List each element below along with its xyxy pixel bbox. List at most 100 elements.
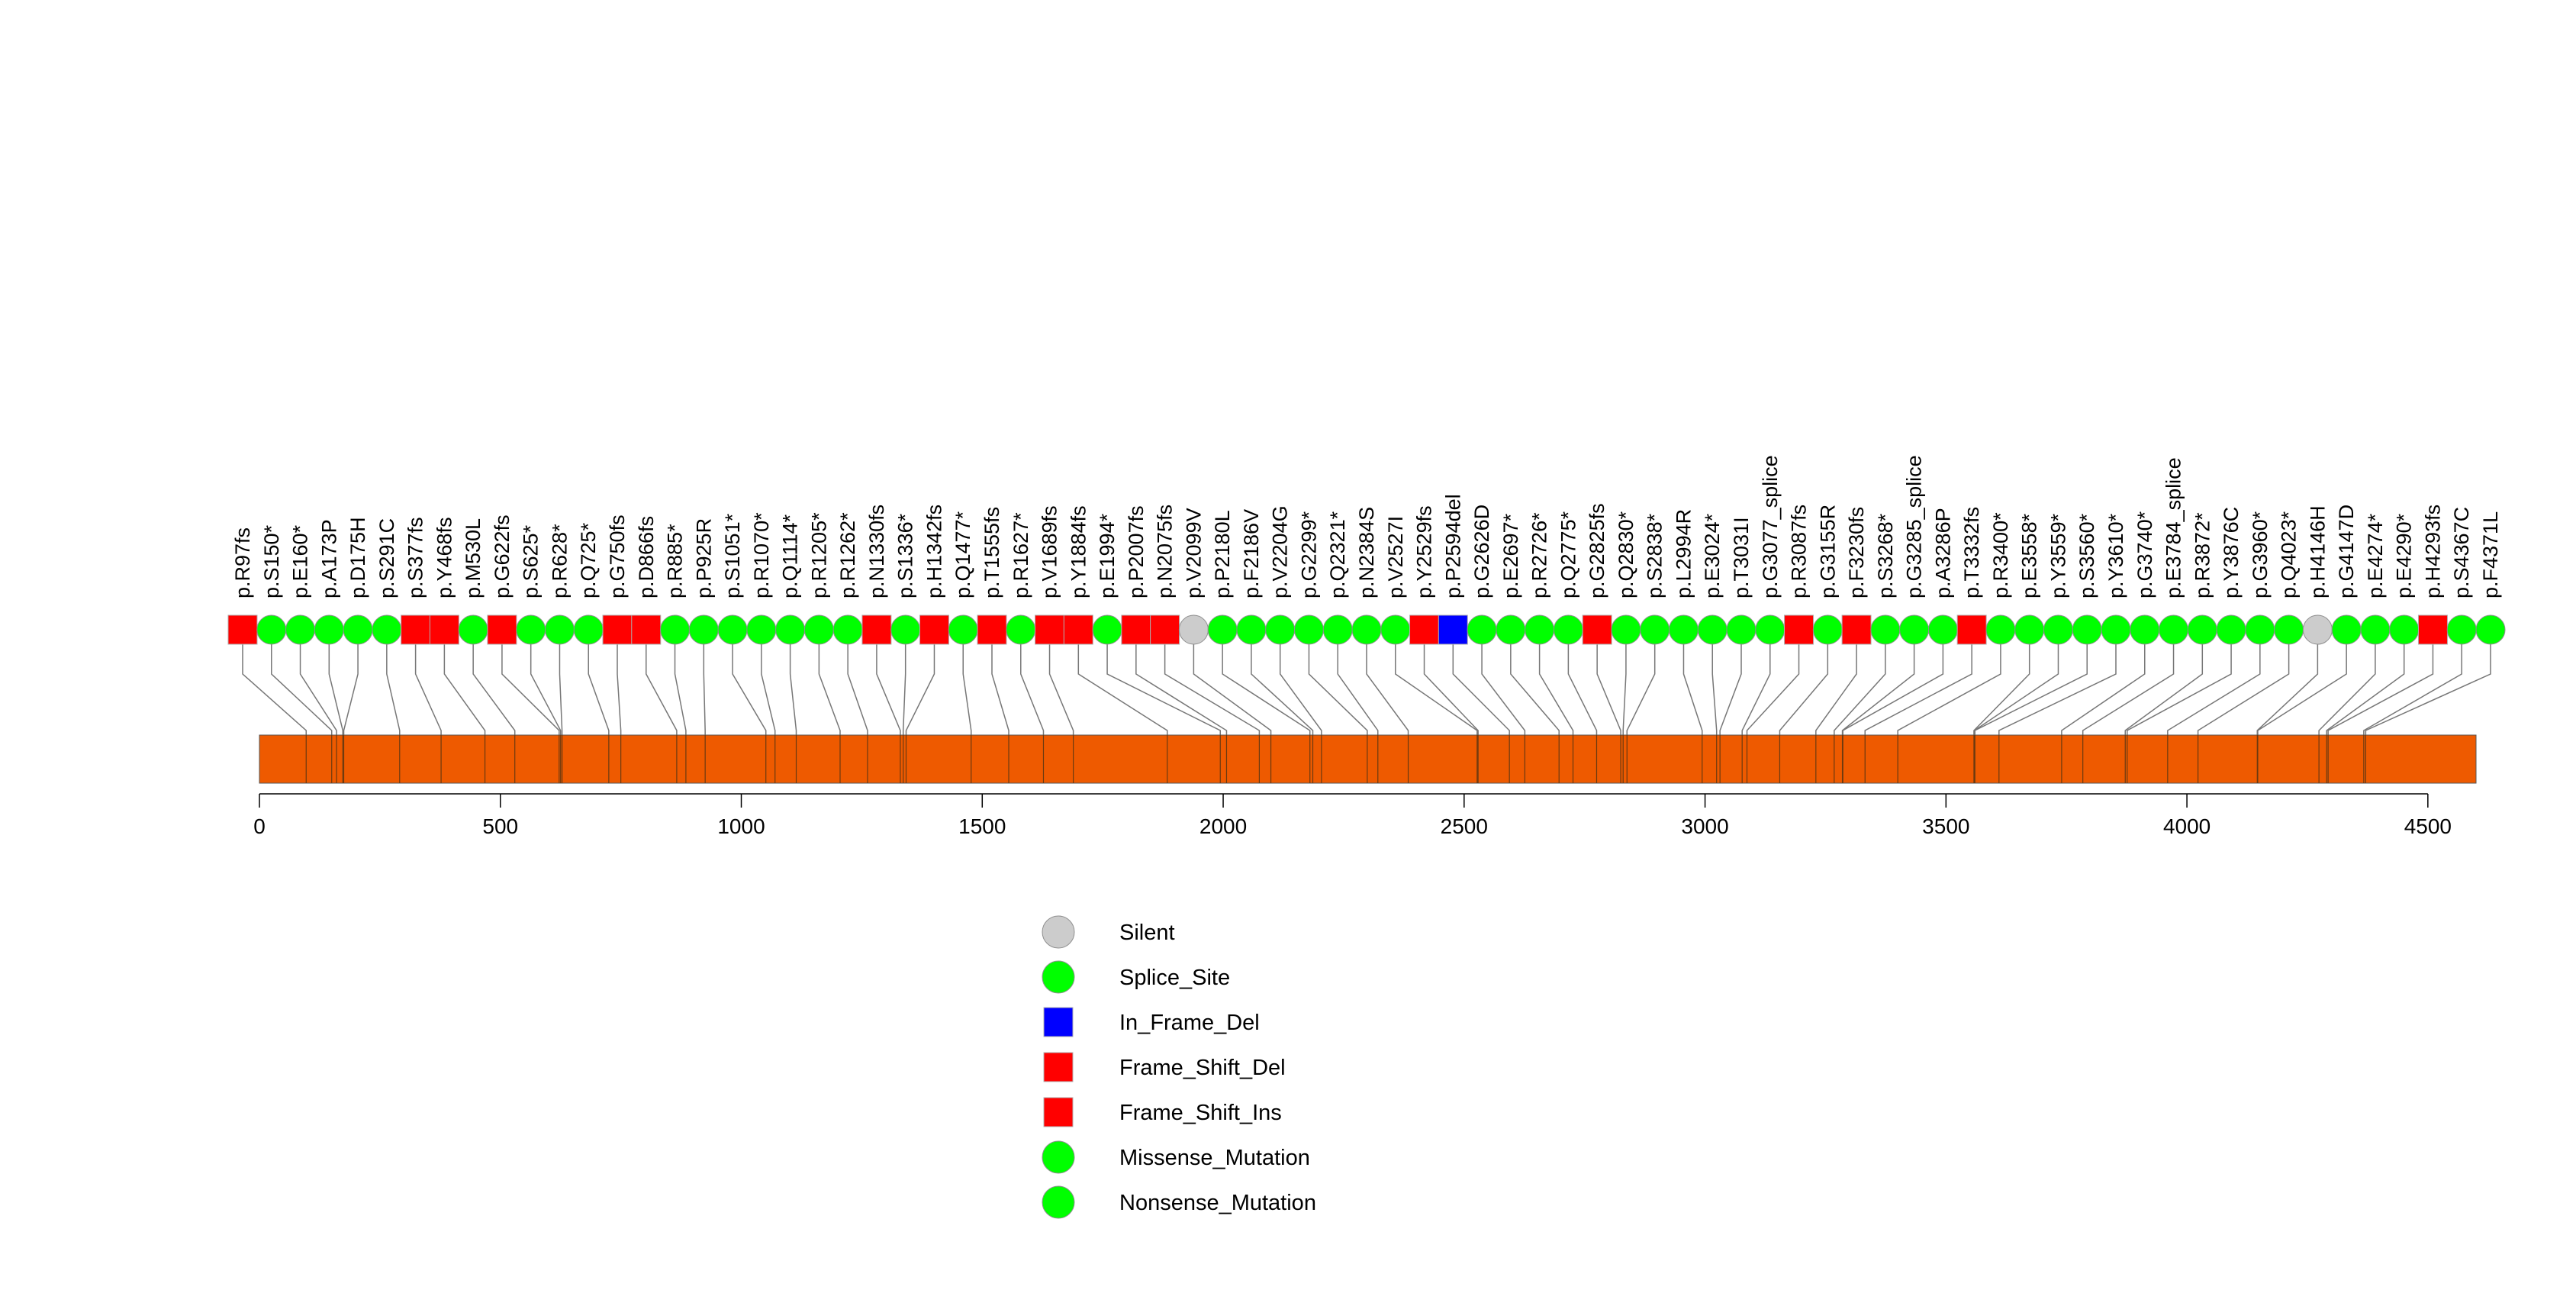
mutation-connector [472,644,516,735]
mutation-connector [674,644,687,735]
mutation-connector [242,644,308,735]
mutation-marker [2389,614,2420,645]
x-axis-tick-label: 1000 [717,814,765,838]
mutation-connector [2326,644,2405,735]
legend-label: Missense_Mutation [1119,1146,1310,1170]
mutation-label: p.Q1477* [952,511,974,598]
mutation-connector [1510,644,1560,735]
legend: Silent Splice_Site In_Frame_Del Frame_Shift… [1042,915,1316,1219]
mutation-connector [1452,644,1510,735]
x-axis-tick-label: 0 [253,814,266,838]
mutation-label: p.Y2529fs [1413,505,1436,598]
mutation-connector [1864,644,1972,735]
mutation-label: p.S4367C [2450,507,2473,598]
mutation-label: p.H1342fs [923,505,945,598]
mutation-connector [343,644,359,735]
mutation-marker [1668,614,1699,645]
mutation-label: p.E3784_splice [2162,457,2185,598]
mutation-marker [1293,614,1324,645]
mutation-marker [1870,614,1901,645]
mutation-label: p.R1627* [1009,512,1032,598]
mutation-marker [1207,614,1238,645]
mutation-connector [1779,644,1829,735]
mutation-connector [588,644,610,735]
mutation-label: p.G3155R [1816,505,1839,598]
legend-swatch [1042,1185,1075,1219]
mutation-marker [2043,614,2073,645]
mutation-label: p.E160* [289,524,312,598]
mutation-marker [1611,614,1641,645]
mutation-marker [1063,614,1093,645]
mutation-label: p.E2697* [1499,513,1522,598]
x-axis: 0 500 1000 1500 2000 2500 3000 3500 4000 4500 [253,793,2452,838]
mutation-label: p.Y3559* [2046,513,2069,598]
mutation-marker [1841,614,1872,645]
mutation-marker [803,614,834,645]
mutation-label: p.S291C [375,518,398,598]
mutation-connectors [242,644,2491,735]
mutation-connector [1077,644,1168,735]
mutation-label: p.T1555fs [980,507,1003,598]
mutation-marker [1553,614,1583,645]
mutation-connector [2124,644,2204,735]
mutation-connector [1897,644,2001,735]
mutation-connector [1366,644,1409,735]
mutation-label: p.Q2775* [1557,511,1579,598]
mutation-marker [775,614,806,645]
mutation-marker [2245,614,2275,645]
mutation-connector [1719,644,1742,735]
mutation-connector [646,644,678,735]
mutation-label: p.F2186V [1240,509,1263,598]
mutation-label: p.S377fs [404,517,427,598]
mutation-label: p.D866fs [635,516,658,598]
mutation-connector [2318,644,2376,735]
mutation-connector [2363,644,2462,735]
mutation-connector [1251,644,1314,735]
mutation-label: p.P2180L [1211,510,1234,598]
mutation-connector [1741,644,1771,735]
mutation-label: p.R1070* [750,512,773,598]
mutation-marker [890,614,921,645]
mutation-label: p.R97fs [231,527,254,598]
mutation-connector [1423,644,1479,735]
mutation-label: p.A3286P [1931,508,1954,598]
legend-swatch [1042,915,1075,949]
mutation-label: p.N2384S [1355,507,1378,598]
mutation-connector [876,644,901,735]
mutation-connector [1682,644,1703,735]
mutation-connector [1279,644,1322,735]
mutation-label: p.G2825fs [1586,503,1608,598]
mutation-label: p.S3268* [1874,513,1897,598]
mutation-connector [732,644,767,735]
legend-label: Splice_Site [1119,966,1230,990]
mutation-label: p.L2994R [1672,509,1695,598]
mutation-label: p.G3960* [2249,511,2272,598]
mutation-connector [1567,644,1598,735]
mutation-label: p.S150* [260,524,283,598]
mutation-connector [1974,644,2088,735]
mutation-label: p.E1994* [1096,513,1119,598]
mutation-connector [1746,644,1800,735]
mutation-label: p.R1205* [807,512,830,598]
mutation-connector [1538,644,1574,735]
mutation-connector [386,644,401,735]
mutation-label: p.T3332fs [1960,507,1983,598]
mutation-connector [1711,644,1718,735]
legend-swatch [1043,1052,1074,1082]
mutation-label: p.S3560* [2075,513,2098,598]
mutation-marker [2130,614,2160,645]
mutation-marker [1035,614,1065,645]
mutation-marker [977,614,1007,645]
mutation-marker [1236,614,1267,645]
mutation-label: p.Q1114* [779,514,802,598]
mutation-marker [2417,614,2448,645]
mutation-label: p.G750fs [606,514,629,598]
mutation-label: p.V2527I [1384,516,1407,598]
mutation-marker [1006,614,1036,645]
mutation-marker [1899,614,1930,645]
mutation-connector [1308,644,1368,735]
mutation-connector [501,644,560,735]
mutation-markers [227,614,2506,645]
mutation-marker [256,614,287,645]
mutation-connector [299,644,337,735]
